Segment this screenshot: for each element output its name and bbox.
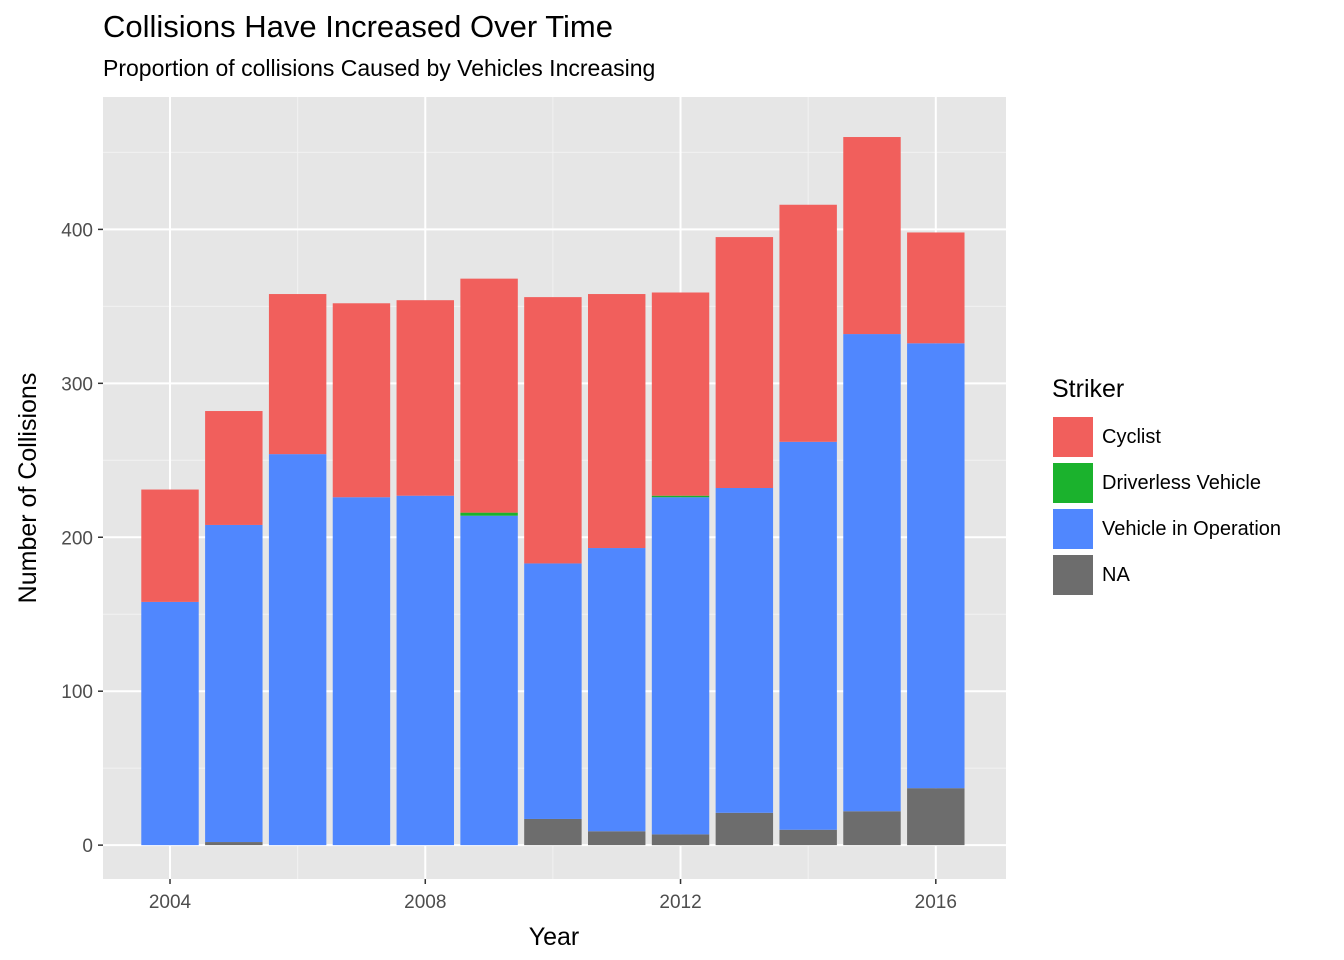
bar-2013-cyclist	[715, 237, 774, 488]
x-tick-label: 2016	[915, 892, 957, 913]
legend-label: NA	[1102, 563, 1130, 586]
y-tick-label: 200	[61, 528, 93, 549]
bar-2007-vehicle-in-operation	[332, 497, 391, 846]
legend-item: NA	[1052, 552, 1281, 598]
bar-2008-vehicle-in-operation	[396, 495, 454, 846]
legend-label: Vehicle in Operation	[1102, 517, 1282, 540]
bar-2006-vehicle-in-operation	[268, 454, 327, 846]
bar-2007-cyclist	[332, 303, 391, 498]
legend-swatch	[1052, 508, 1094, 550]
bar-2009-driverless-vehicle	[460, 512, 518, 516]
bar-2012-vehicle-in-operation	[651, 497, 710, 835]
bar-2005-cyclist	[205, 411, 263, 525]
legend-items: Cyclist Driverless Vehicle Vehicle in Oper…	[1052, 414, 1281, 598]
x-tick-label: 2004	[149, 892, 192, 913]
bars	[141, 137, 965, 846]
bar-2010-na	[524, 818, 582, 846]
bar-2016-cyclist	[907, 232, 965, 344]
legend-title: Striker	[1052, 375, 1125, 403]
bar-2012-na	[651, 834, 710, 846]
legend-swatch	[1052, 462, 1094, 504]
y-tick-label: 0	[82, 836, 93, 857]
bar-2014-cyclist	[779, 204, 837, 442]
legend: Striker Cyclist Driverless Vehicle Vehicle…	[1052, 375, 1281, 598]
bar-2004-cyclist	[141, 489, 199, 602]
bar-2012-driverless-vehicle	[651, 495, 710, 498]
legend-item: Driverless Vehicle	[1052, 460, 1281, 506]
bar-2012-cyclist	[651, 292, 710, 496]
bar-2011-cyclist	[588, 294, 646, 549]
x-tick-label: 2008	[404, 892, 446, 913]
y-tick-label: 100	[61, 682, 93, 703]
x-tick-label: 2012	[659, 892, 701, 913]
legend-label: Driverless Vehicle	[1102, 471, 1261, 494]
bar-2015-vehicle-in-operation	[843, 334, 901, 812]
y-axis-title: Number of Collisions	[14, 373, 42, 604]
bar-2011-vehicle-in-operation	[588, 548, 646, 832]
bar-2009-cyclist	[460, 278, 518, 513]
bar-2010-cyclist	[524, 297, 582, 564]
bar-2015-na	[843, 811, 901, 846]
bar-2009-vehicle-in-operation	[460, 515, 518, 846]
y-tick-label: 300	[61, 374, 93, 395]
bar-2004-vehicle-in-operation	[141, 601, 199, 846]
bar-2016-vehicle-in-operation	[907, 343, 965, 789]
bar-2005-na	[205, 842, 263, 846]
bar-2014-na	[779, 829, 837, 846]
bar-2016-na	[907, 788, 965, 846]
chart-title: Collisions Have Increased Over Time	[103, 9, 613, 44]
legend-item: Vehicle in Operation	[1052, 506, 1281, 552]
chart-subtitle: Proportion of collisions Caused by Vehic…	[103, 55, 656, 81]
axes: 0 100 200 300 400 2004 2008 2012 2016	[61, 220, 957, 913]
legend-item: Cyclist	[1052, 414, 1281, 460]
bar-2013-vehicle-in-operation	[715, 488, 774, 813]
legend-swatch	[1052, 554, 1094, 596]
y-tick-label: 400	[61, 220, 93, 241]
legend-swatch	[1052, 416, 1094, 458]
bar-2015-cyclist	[843, 137, 901, 335]
bar-2006-cyclist	[268, 294, 327, 455]
legend-label: Cyclist	[1102, 425, 1161, 448]
bar-2011-na	[588, 831, 646, 846]
bar-2008-cyclist	[396, 300, 454, 496]
x-axis-title: Year	[529, 923, 580, 951]
bar-2005-vehicle-in-operation	[205, 524, 263, 843]
bar-2013-na	[715, 812, 774, 846]
bar-2014-vehicle-in-operation	[779, 441, 837, 830]
bar-2010-vehicle-in-operation	[524, 563, 582, 819]
